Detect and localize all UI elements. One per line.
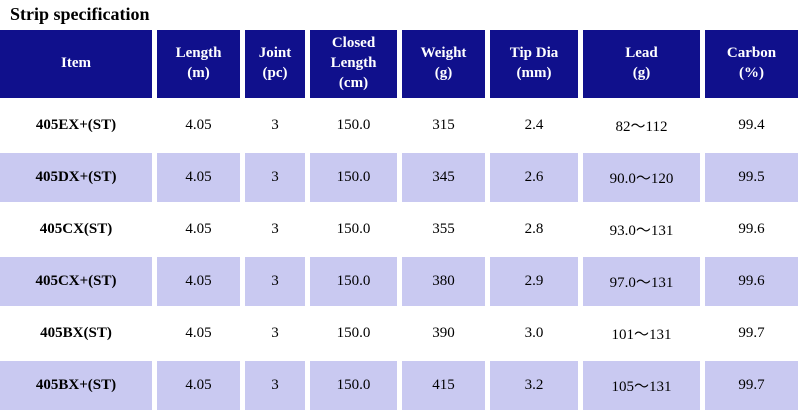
cell-lead: 93.0〜131 bbox=[583, 205, 700, 254]
cell-item: 405EX+(ST) bbox=[0, 101, 152, 150]
cell-carbon: 99.5 bbox=[705, 153, 798, 202]
spec-table: Item Length (m) Joint (pc) Closed Length… bbox=[0, 30, 798, 410]
cell-length: 4.05 bbox=[157, 153, 240, 202]
cell-length: 4.05 bbox=[157, 257, 240, 306]
header-cell-item: Item bbox=[0, 30, 152, 98]
cell-tip-dia: 3.2 bbox=[490, 361, 578, 410]
cell-tip-dia: 2.8 bbox=[490, 205, 578, 254]
cell-weight: 415 bbox=[402, 361, 485, 410]
cell-joint: 3 bbox=[245, 257, 305, 306]
cell-weight: 390 bbox=[402, 309, 485, 358]
cell-joint: 3 bbox=[245, 153, 305, 202]
header-cell-tip-dia: Tip Dia (mm) bbox=[490, 30, 578, 98]
header-cell-carbon: Carbon (%) bbox=[705, 30, 798, 98]
cell-carbon: 99.7 bbox=[705, 309, 798, 358]
cell-closed-length: 150.0 bbox=[310, 153, 397, 202]
cell-item: 405DX+(ST) bbox=[0, 153, 152, 202]
cell-length: 4.05 bbox=[157, 361, 240, 410]
header-cell-lead: Lead (g) bbox=[583, 30, 700, 98]
cell-weight: 345 bbox=[402, 153, 485, 202]
cell-weight: 355 bbox=[402, 205, 485, 254]
cell-joint: 3 bbox=[245, 309, 305, 358]
cell-joint: 3 bbox=[245, 101, 305, 150]
header-cell-joint: Joint (pc) bbox=[245, 30, 305, 98]
cell-carbon: 99.6 bbox=[705, 257, 798, 306]
cell-lead: 90.0〜120 bbox=[583, 153, 700, 202]
cell-weight: 315 bbox=[402, 101, 485, 150]
cell-carbon: 99.4 bbox=[705, 101, 798, 150]
cell-item: 405BX+(ST) bbox=[0, 361, 152, 410]
cell-lead: 82〜112 bbox=[583, 101, 700, 150]
cell-item: 405CX+(ST) bbox=[0, 257, 152, 306]
cell-lead: 105〜131 bbox=[583, 361, 700, 410]
cell-lead: 97.0〜131 bbox=[583, 257, 700, 306]
cell-joint: 3 bbox=[245, 205, 305, 254]
cell-tip-dia: 2.4 bbox=[490, 101, 578, 150]
header-cell-weight: Weight (g) bbox=[402, 30, 485, 98]
cell-closed-length: 150.0 bbox=[310, 257, 397, 306]
cell-carbon: 99.7 bbox=[705, 361, 798, 410]
cell-joint: 3 bbox=[245, 361, 305, 410]
header-cell-closed-length: Closed Length (cm) bbox=[310, 30, 397, 98]
cell-length: 4.05 bbox=[157, 101, 240, 150]
cell-length: 4.05 bbox=[157, 205, 240, 254]
cell-closed-length: 150.0 bbox=[310, 361, 397, 410]
cell-closed-length: 150.0 bbox=[310, 205, 397, 254]
cell-tip-dia: 2.6 bbox=[490, 153, 578, 202]
cell-weight: 380 bbox=[402, 257, 485, 306]
cell-item: 405CX(ST) bbox=[0, 205, 152, 254]
cell-closed-length: 150.0 bbox=[310, 101, 397, 150]
cell-tip-dia: 3.0 bbox=[490, 309, 578, 358]
cell-length: 4.05 bbox=[157, 309, 240, 358]
header-cell-length: Length (m) bbox=[157, 30, 240, 98]
cell-lead: 101〜131 bbox=[583, 309, 700, 358]
cell-closed-length: 150.0 bbox=[310, 309, 397, 358]
cell-item: 405BX(ST) bbox=[0, 309, 152, 358]
page-title: Strip specification bbox=[10, 4, 150, 24]
cell-carbon: 99.6 bbox=[705, 205, 798, 254]
cell-tip-dia: 2.9 bbox=[490, 257, 578, 306]
